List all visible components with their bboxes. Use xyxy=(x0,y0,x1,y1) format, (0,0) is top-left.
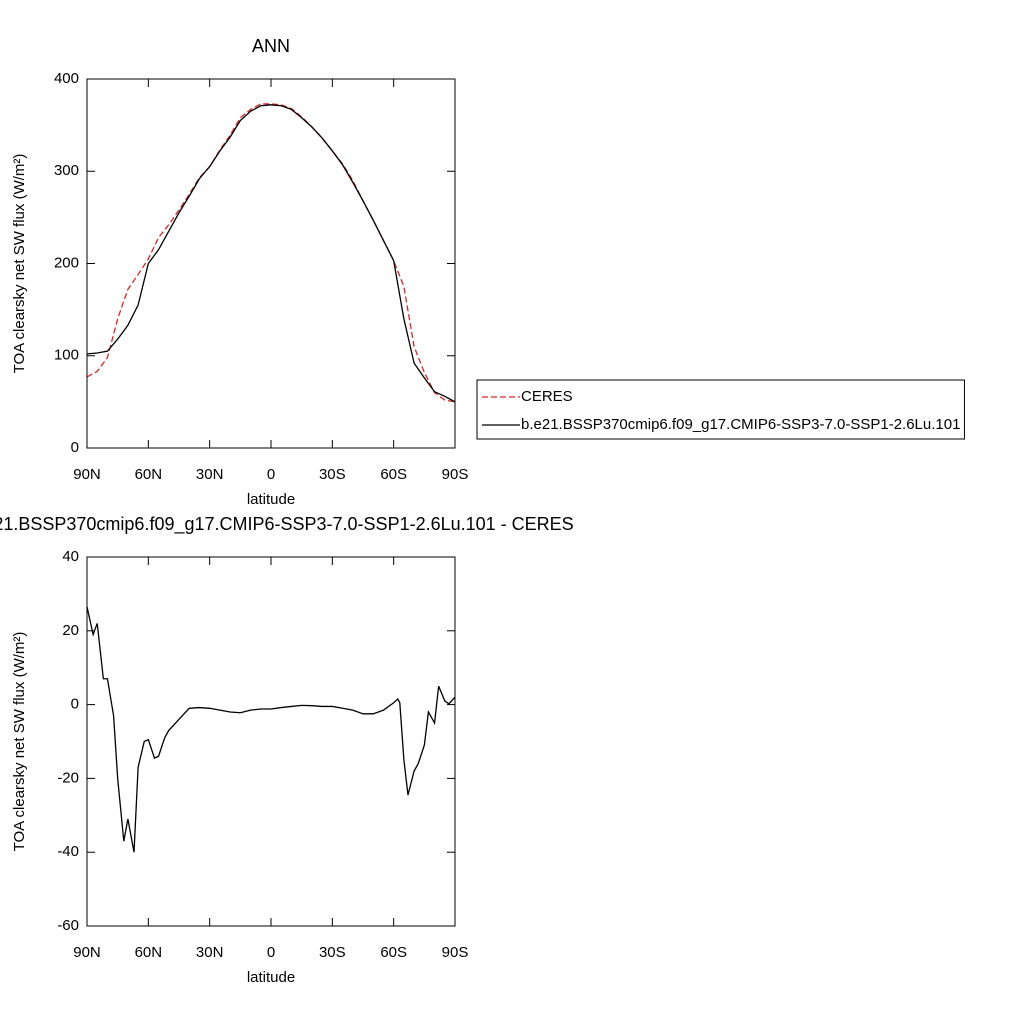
x-tick-label: 60S xyxy=(380,944,407,961)
chart-title: b.e21.BSSP370cmip6.f09_g17.CMIP6-SSP3-7.… xyxy=(0,514,574,535)
data-line xyxy=(86,103,456,403)
x-tick-label: 60S xyxy=(380,466,407,483)
x-tick-label: 90N xyxy=(73,466,101,483)
y-tick-label: -40 xyxy=(57,843,79,860)
plot-frame xyxy=(86,556,456,927)
data-line xyxy=(86,104,456,403)
legend-label: b.e21.BSSP370cmip6.f09_g17.CMIP6-SSP3-7.… xyxy=(521,416,960,433)
y-tick-label: 40 xyxy=(62,548,79,565)
x-tick-label: 90N xyxy=(73,944,101,961)
y-tick-label: 200 xyxy=(54,254,79,271)
x-tick-label: 60N xyxy=(135,466,163,483)
plot-frame xyxy=(86,78,456,449)
legend: CERES b.e21.BSSP370cmip6.f09_g17.CMIP6-SS… xyxy=(476,379,965,440)
x-tick-label: 30N xyxy=(196,466,224,483)
y-tick-label: 100 xyxy=(54,347,79,364)
x-tick-label: 30N xyxy=(196,944,224,961)
y-tick-label: 0 xyxy=(71,696,79,713)
x-tick-label: 30S xyxy=(319,944,346,961)
data-line xyxy=(86,606,456,853)
y-tick-label: 400 xyxy=(54,70,79,87)
x-tick-label: 0 xyxy=(267,944,275,961)
y-tick-label: -60 xyxy=(57,917,79,934)
x-tick-label: 0 xyxy=(267,466,275,483)
chart-title: ANN xyxy=(252,36,290,56)
x-tick-label: 90S xyxy=(442,944,469,961)
legend-label: CERES xyxy=(521,388,573,405)
y-tick-label: 0 xyxy=(71,439,79,456)
y-tick-label: -20 xyxy=(57,769,79,786)
x-axis-label: latitude xyxy=(247,491,295,508)
x-tick-label: 90S xyxy=(442,466,469,483)
x-axis-label: latitude xyxy=(247,969,295,986)
y-axis-label: TOA clearsky net SW flux (W/m²) xyxy=(11,632,28,852)
legend-frame xyxy=(476,379,965,440)
y-axis-label: TOA clearsky net SW flux (W/m²) xyxy=(11,154,28,374)
x-tick-label: 30S xyxy=(319,466,346,483)
y-tick-label: 20 xyxy=(62,622,79,639)
y-tick-label: 300 xyxy=(54,162,79,179)
x-tick-label: 60N xyxy=(135,944,163,961)
